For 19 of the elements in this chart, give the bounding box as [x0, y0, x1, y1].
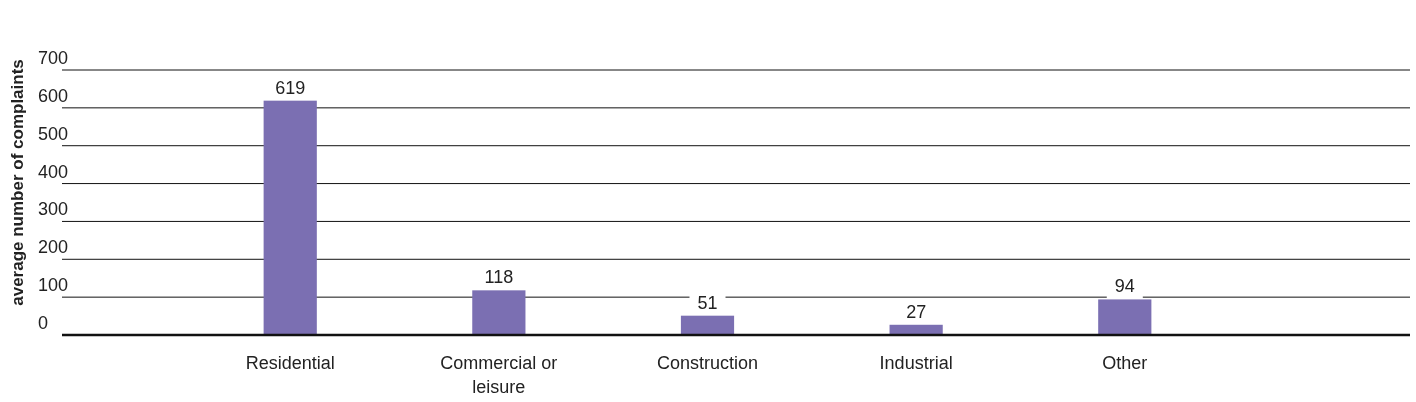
- x-tick-label: Commercial or leisure: [440, 353, 558, 397]
- y-tick-label: 100: [38, 275, 69, 296]
- data-label: 27: [906, 301, 927, 322]
- data-label: 118: [484, 267, 514, 288]
- y-tick-label: 0: [38, 313, 49, 333]
- y-tick-label: 700: [38, 48, 69, 68]
- data-label: 619: [275, 77, 306, 98]
- x-tick-label: Construction: [656, 353, 759, 373]
- y-tick-label: 200: [38, 237, 69, 258]
- data-label: 51: [697, 292, 718, 313]
- x-tick-label: Other: [1102, 353, 1148, 373]
- y-tick-label: 600: [38, 85, 69, 106]
- data-label: 94: [1114, 276, 1135, 297]
- x-tick-label: Industrial: [879, 353, 953, 373]
- y-tick-label: 400: [38, 161, 69, 182]
- y-tick-label: 300: [38, 199, 69, 220]
- x-tick-label: Residential: [245, 353, 335, 373]
- y-axis-title: average number of complaints: [8, 59, 27, 306]
- y-tick-label: 500: [38, 123, 69, 144]
